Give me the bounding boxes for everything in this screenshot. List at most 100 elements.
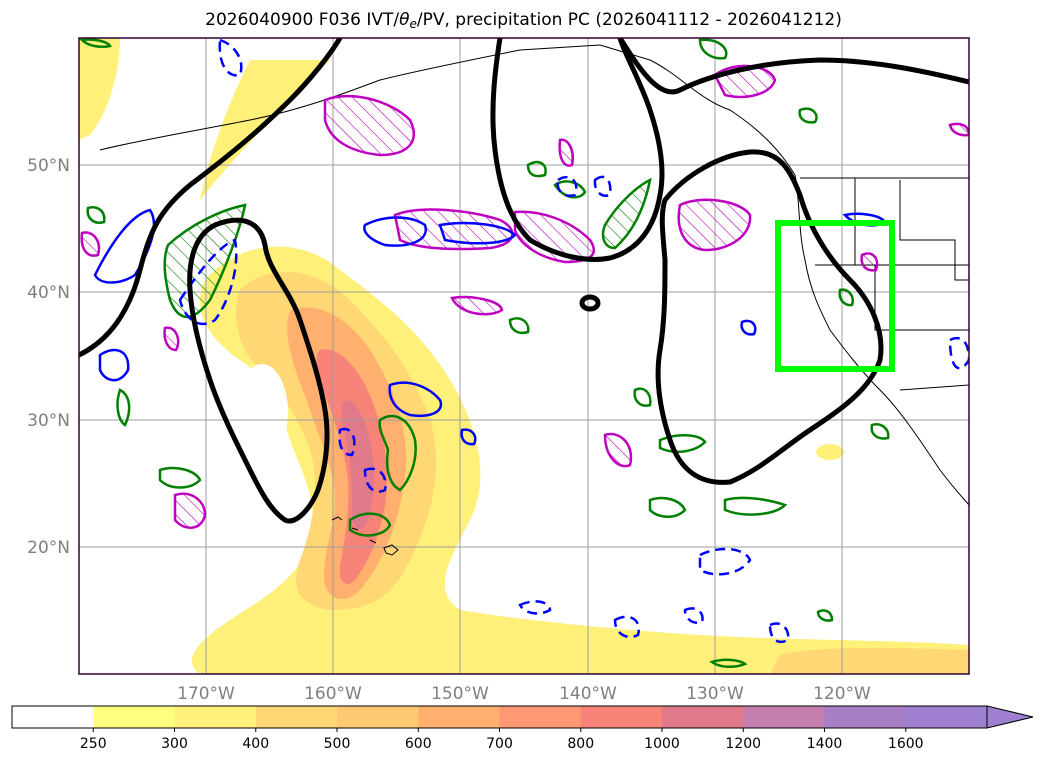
theta-contour-pos <box>158 466 202 489</box>
precip-contour <box>173 492 207 529</box>
theta-contour-neg <box>460 428 477 446</box>
pv-contour-small <box>579 294 601 312</box>
theta-contour-neg <box>363 216 427 247</box>
theta-contour-pos <box>348 512 392 537</box>
theta-contour-neg <box>218 38 243 77</box>
lat-tick-labels: 20°N 30°N 40°N 50°N <box>27 156 70 558</box>
lon-tick-label: 160°W <box>304 684 362 704</box>
theta-contour-pos <box>838 288 854 307</box>
theta-contour-neg <box>613 615 641 639</box>
theta-e-positive <box>79 38 890 668</box>
colorbar-tick-label: 250 <box>80 736 107 752</box>
pv-contour <box>617 38 969 95</box>
theta-contour-neg <box>438 221 517 245</box>
colorbar-extend-arrow <box>986 705 1034 729</box>
colorbar-tick-label: 600 <box>405 736 432 752</box>
colorbar-tick-label: 1600 <box>888 736 924 752</box>
theta-contour-neg <box>740 319 757 336</box>
theta-contour-pos <box>86 206 106 224</box>
theta-contour-pos <box>698 38 728 60</box>
colorbar-segment <box>337 706 419 728</box>
colorbar-segment <box>93 706 175 728</box>
theta-contour-neg <box>518 600 552 615</box>
lat-tick-label: 40°N <box>27 283 70 303</box>
theta-contour-pos <box>163 203 247 319</box>
region-highlight-box <box>775 220 895 372</box>
theta-contour-pos <box>79 38 112 48</box>
title-theta: θ <box>399 10 410 30</box>
colorbar-segment <box>255 706 338 728</box>
colorbar-tick-label: 300 <box>161 736 188 752</box>
colorbar-tick-label: 1400 <box>807 736 843 752</box>
colorbar-segment <box>824 706 907 728</box>
colorbar-segment <box>174 706 257 728</box>
theta-contour-pos <box>709 658 748 668</box>
theta-contour-neg <box>698 547 752 576</box>
colorbar-tick-label: 500 <box>324 736 351 752</box>
lon-tick-label: 120°W <box>813 684 871 704</box>
colorbar-tick-label: 800 <box>567 736 594 752</box>
lat-tick-label: 50°N <box>27 156 70 176</box>
title-prefix: 2026040900 F036 IVT/ <box>205 10 400 30</box>
title-theta-subscript: e <box>409 17 417 31</box>
pv-contour <box>490 38 665 262</box>
theta-contour-pos <box>816 609 834 622</box>
theta-contour-neg <box>178 238 238 326</box>
colorbar-tick-label: 700 <box>486 736 513 752</box>
lon-tick-labels: 170°W 160°W 150°W 140°W 130°W 120°W <box>177 684 871 704</box>
theta-contour-pos <box>798 107 818 124</box>
precip-contours <box>80 64 969 529</box>
theta-contour-neg <box>683 607 704 624</box>
coastline-alaska <box>99 44 969 506</box>
colorbar-segment <box>12 706 94 728</box>
theta-contour-neg <box>556 175 578 197</box>
colorbar-segment <box>743 706 825 728</box>
map-title: 2026040900 F036 IVT/θe/PV, precipitation… <box>0 10 1047 31</box>
hawaii-islands <box>331 516 399 556</box>
ivt-band-250-corner <box>79 38 120 140</box>
theta-e-negative <box>93 38 969 644</box>
border-us-states-3 <box>899 180 969 281</box>
colorbar-segment <box>418 706 500 728</box>
border-us-mexico <box>899 384 969 391</box>
pv-contour <box>79 38 343 358</box>
precip-contour <box>450 295 504 316</box>
precip-contour <box>860 252 879 272</box>
precip-contour <box>513 210 596 264</box>
theta-contour-pos <box>870 423 890 440</box>
theta-contour-pos <box>378 414 417 492</box>
theta-contour-neg <box>98 348 130 382</box>
ivt-band-bottom-right <box>770 647 969 674</box>
precip-contour <box>558 138 574 167</box>
gridlines <box>79 38 969 674</box>
ivt-band-1000 <box>341 400 375 530</box>
pv-contours <box>79 38 969 524</box>
theta-contour-neg <box>768 622 790 644</box>
theta-contour-neg <box>363 467 387 493</box>
theta-contour-pos <box>633 387 652 407</box>
theta-contour-pos <box>116 388 131 427</box>
colorbar-tick-label: 1200 <box>725 736 761 752</box>
theta-contour-neg <box>338 427 356 457</box>
map-frame <box>78 37 970 675</box>
theta-contour-neg <box>388 381 443 417</box>
lon-tick-label: 140°W <box>559 684 617 704</box>
theta-contour-pos <box>648 496 687 518</box>
ivt-hole <box>236 364 288 460</box>
pv-contour <box>187 217 330 524</box>
lon-tick-label: 150°W <box>431 684 489 704</box>
theta-contour-pos <box>601 177 652 250</box>
map-background <box>79 38 969 674</box>
theta-contour-neg <box>948 336 969 370</box>
precip-contour <box>948 122 969 137</box>
colorbar: 250 300 400 500 600 700 800 1000 1200 1400 1600 <box>11 705 1034 752</box>
precip-contour <box>163 326 180 352</box>
colorbar-segment <box>499 706 582 728</box>
title-suffix: /PV, precipitation PC (2026041112 - 2026… <box>416 10 842 30</box>
colorbar-tick-label: 400 <box>242 736 269 752</box>
colorbar-segment <box>662 706 744 728</box>
colorbar-segment <box>580 706 663 728</box>
pv-contour <box>655 149 884 485</box>
theta-contour-neg <box>593 175 612 197</box>
